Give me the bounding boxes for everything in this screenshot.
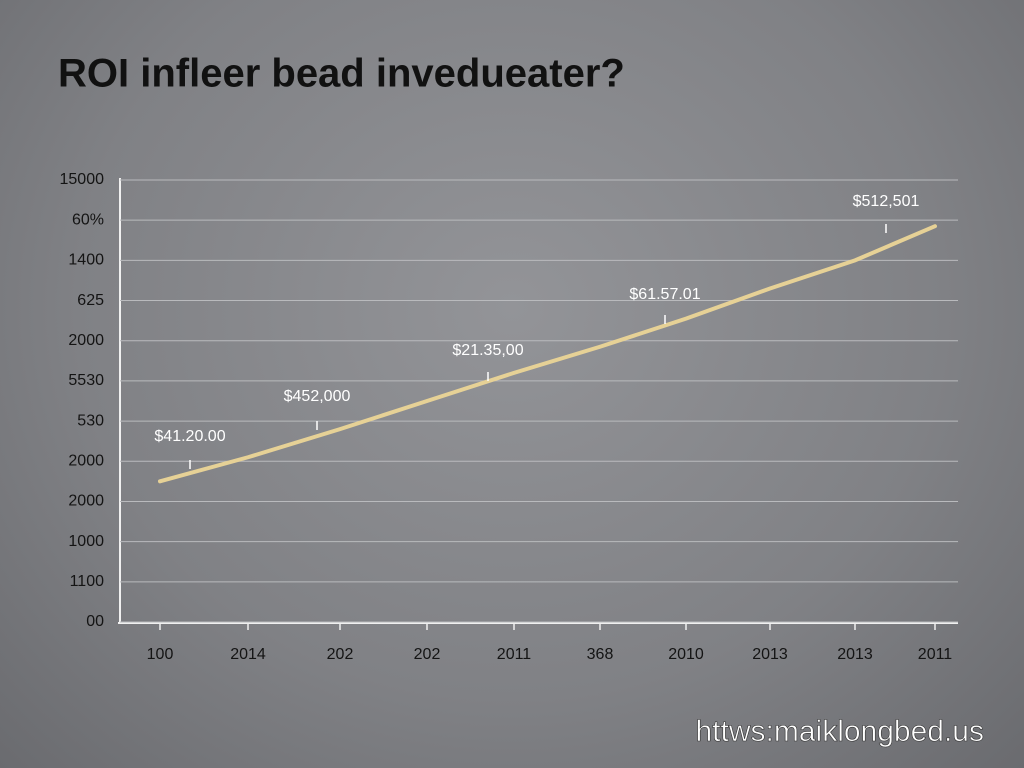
annotation: $61.57.01 [629, 286, 700, 303]
x-tick-label: 2011 [918, 646, 953, 663]
x-tick-label: 2010 [668, 646, 704, 663]
y-tick-label: 1000 [68, 533, 104, 550]
x-tick-label: 2014 [230, 646, 266, 663]
x-tick-label: 2013 [752, 646, 788, 663]
y-tick-label: 1400 [68, 252, 104, 269]
x-tick-label: 2013 [837, 646, 873, 663]
y-tick-label: 1100 [70, 573, 105, 590]
chart-title: ROI infleer bead invedueater? [58, 52, 625, 96]
y-tick-label: 2000 [68, 452, 104, 469]
y-tick-label: 15000 [60, 171, 105, 188]
y-tick-label: 625 [77, 292, 104, 309]
annotation: $452,000 [284, 388, 351, 405]
y-tick-label: 2000 [68, 493, 104, 510]
y-tick-label: 60% [72, 211, 104, 228]
x-tick-label: 2011 [497, 646, 532, 663]
y-tick-label: 00 [86, 613, 104, 630]
annotation: $512,501 [853, 193, 920, 210]
x-tick-label: 100 [147, 646, 174, 663]
line [158, 224, 937, 484]
y-tick-label: 2000 [68, 332, 104, 349]
x-tick-label: 202 [327, 646, 354, 663]
x-tick-label: 202 [414, 646, 441, 663]
annotation: $21.35,00 [452, 342, 523, 359]
y-tick-label: 5530 [68, 372, 104, 389]
y-tick-label: 530 [77, 412, 104, 429]
annotation: $41.20.00 [154, 428, 225, 445]
watermark: httws:maiklongbed.us [696, 715, 985, 748]
x-tick-label: 368 [587, 646, 614, 663]
